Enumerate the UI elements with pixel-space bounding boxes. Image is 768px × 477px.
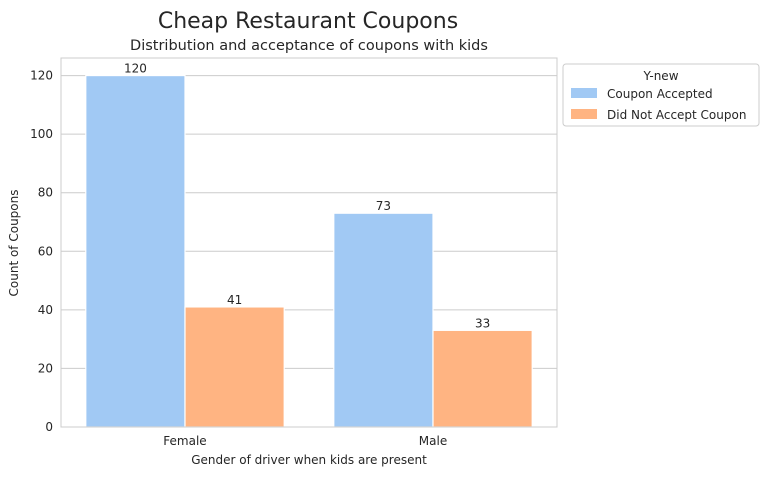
bar bbox=[432, 329, 533, 428]
legend-label-not-accepted: Did Not Accept Coupon bbox=[607, 108, 746, 122]
x-axis-ticks: Female Male bbox=[163, 434, 447, 448]
chart-suptitle: Cheap Restaurant Coupons bbox=[158, 9, 458, 34]
legend-swatch-not-accepted bbox=[571, 109, 597, 119]
bar bbox=[184, 306, 285, 428]
y-tick-label: 0 bbox=[45, 420, 53, 434]
x-tick-label: Female bbox=[163, 434, 206, 448]
y-tick-label: 40 bbox=[38, 303, 53, 317]
x-tick-label: Male bbox=[419, 434, 447, 448]
legend: Y-new Coupon Accepted Did Not Accept Cou… bbox=[562, 63, 760, 127]
bar-data-labels: 120 41 73 33 bbox=[124, 62, 490, 331]
y-tick-label: 100 bbox=[30, 127, 53, 141]
legend-swatch-accepted bbox=[571, 88, 597, 98]
bar bbox=[85, 74, 186, 428]
legend-label-accepted: Coupon Accepted bbox=[607, 87, 713, 101]
bar-value-label: 33 bbox=[475, 316, 490, 330]
bars bbox=[85, 74, 533, 428]
bar-value-label: 73 bbox=[376, 199, 391, 213]
bar-value-label: 41 bbox=[227, 293, 242, 307]
y-tick-label: 80 bbox=[38, 186, 53, 200]
y-tick-label: 120 bbox=[30, 69, 53, 83]
bar bbox=[333, 212, 434, 428]
y-tick-label: 60 bbox=[38, 244, 53, 258]
legend-title: Y-new bbox=[642, 69, 678, 83]
x-axis-label: Gender of driver when kids are present bbox=[191, 453, 427, 467]
y-axis-ticks: 0 20 40 60 80 100 120 bbox=[30, 69, 53, 434]
legend-frame bbox=[562, 63, 760, 127]
plot-frame bbox=[60, 57, 558, 428]
y-axis-label: Count of Coupons bbox=[7, 190, 21, 297]
bar-value-label: 120 bbox=[124, 62, 147, 76]
y-tick-label: 20 bbox=[38, 361, 53, 375]
chart-title: Distribution and acceptance of coupons w… bbox=[130, 38, 488, 54]
